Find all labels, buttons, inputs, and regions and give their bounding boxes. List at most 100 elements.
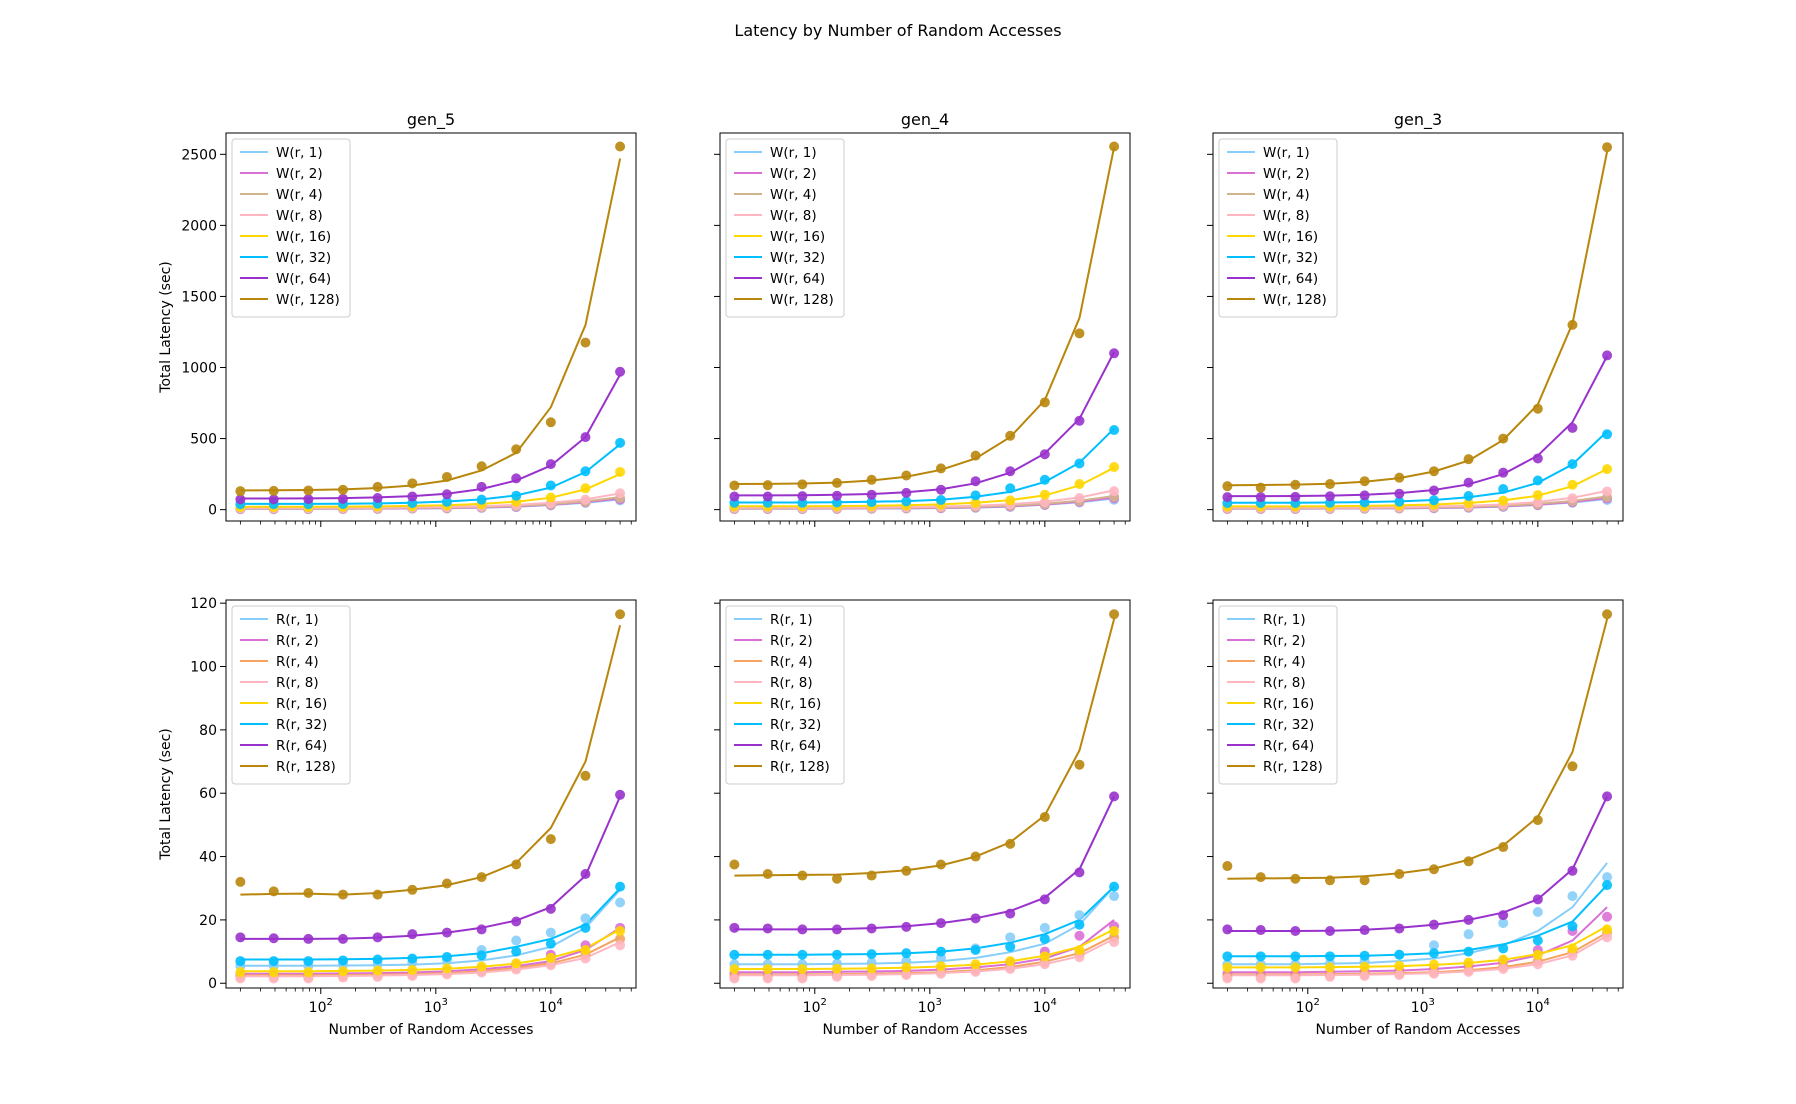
- data-point: [970, 959, 981, 970]
- data-point: [545, 459, 556, 470]
- data-point: [1290, 873, 1301, 884]
- data-point: [1039, 449, 1050, 460]
- legend-label: R(r, 2): [770, 633, 813, 649]
- data-point: [1394, 949, 1405, 960]
- plot-area: [235, 609, 626, 984]
- series-line: [240, 889, 621, 967]
- data-point: [1109, 141, 1120, 152]
- plot-area: [235, 141, 626, 515]
- data-point: [1498, 963, 1509, 974]
- data-point: [1532, 949, 1543, 960]
- data-point: [268, 494, 279, 505]
- data-point: [1428, 495, 1439, 506]
- data-point: [1532, 475, 1543, 486]
- data-point: [970, 498, 981, 509]
- data-point: [1602, 142, 1613, 153]
- data-point: [1567, 891, 1578, 902]
- legend-label: R(r, 128): [770, 759, 830, 775]
- data-point: [1602, 932, 1613, 943]
- legend: R(r, 1) R(r, 2) R(r, 4) R(r, 8) R(r, 16) R(r,…: [1218, 605, 1338, 785]
- legend-box: [725, 605, 845, 785]
- legend-label: W(r, 128): [276, 292, 340, 308]
- data-point: [831, 924, 842, 935]
- legend-label: R(r, 64): [770, 738, 821, 754]
- series-line: [240, 443, 621, 505]
- data-point: [615, 488, 626, 499]
- axes-frame: [719, 132, 1131, 522]
- y-axis-label: Total Latency (sec): [158, 261, 174, 393]
- data-point: [545, 903, 556, 914]
- data-point: [1602, 429, 1613, 440]
- series-line: [1227, 906, 1608, 974]
- data-point: [1498, 943, 1509, 954]
- data-point: [901, 921, 912, 932]
- legend: W(r, 1) W(r, 2) W(r, 4) W(r, 8) W(r, 16) W(r,…: [231, 138, 351, 318]
- data-point: [1359, 925, 1370, 936]
- data-point: [729, 491, 740, 502]
- data-point: [935, 463, 946, 474]
- series-line: [1227, 489, 1608, 509]
- panel-4: 102 103 104 0 20 40 60 80 100 120 Number of Random…: [158, 596, 637, 1038]
- axes-frame: [225, 132, 637, 522]
- data-point: [1463, 454, 1474, 465]
- data-point: [901, 948, 912, 959]
- data-point: [1074, 415, 1085, 426]
- data-point: [1324, 951, 1335, 962]
- data-point: [1532, 906, 1543, 917]
- data-point: [337, 955, 348, 966]
- data-point: [545, 938, 556, 949]
- x-tick-label: 103: [918, 997, 942, 1016]
- legend-label: R(r, 1): [770, 612, 813, 628]
- data-point: [1074, 492, 1085, 503]
- data-point: [1567, 950, 1578, 961]
- data-point: [797, 973, 808, 984]
- data-point: [1222, 962, 1233, 973]
- data-point: [1567, 865, 1578, 876]
- data-point: [970, 966, 981, 977]
- legend-label: W(r, 64): [1263, 271, 1318, 287]
- legend-label: R(r, 2): [1263, 633, 1306, 649]
- panel-title: gen_4: [901, 110, 949, 130]
- data-point: [476, 461, 487, 472]
- panel-2: gen_4 W(r, 1) W(r, 2) W(r, 4) W(r, 8) W(r, 16…: [714, 110, 1131, 527]
- data-point: [1428, 948, 1439, 959]
- data-point: [268, 933, 279, 944]
- data-point: [729, 963, 740, 974]
- data-point: [1290, 479, 1301, 490]
- data-point: [476, 950, 487, 961]
- data-point: [1005, 430, 1016, 441]
- legend-label: R(r, 64): [276, 738, 327, 754]
- data-point: [1567, 479, 1578, 490]
- series-line: [240, 941, 621, 978]
- data-point: [797, 870, 808, 881]
- data-point: [235, 494, 246, 505]
- y-tick-label: 1000: [181, 361, 217, 377]
- data-point: [1602, 911, 1613, 922]
- x-tick-label: 103: [1411, 997, 1435, 1016]
- series-line: [1227, 468, 1608, 508]
- data-point: [303, 967, 314, 978]
- legend-label: W(r, 64): [276, 271, 331, 287]
- data-point: [797, 949, 808, 960]
- legend: W(r, 1) W(r, 2) W(r, 4) W(r, 8) W(r, 16) W(r,…: [1218, 138, 1338, 318]
- data-point: [1532, 453, 1543, 464]
- data-point: [1005, 908, 1016, 919]
- data-point: [1074, 910, 1085, 921]
- legend-label: R(r, 32): [770, 717, 821, 733]
- data-point: [1324, 925, 1335, 936]
- data-point: [797, 963, 808, 974]
- data-point: [1039, 959, 1050, 970]
- data-point: [407, 953, 418, 964]
- data-point: [545, 417, 556, 428]
- data-point: [1567, 459, 1578, 470]
- data-point: [831, 949, 842, 960]
- series-line: [734, 427, 1115, 504]
- data-point: [1498, 842, 1509, 853]
- y-tick-label: 1500: [181, 289, 217, 305]
- plot-area: [1222, 609, 1613, 984]
- legend-box: [725, 138, 845, 318]
- data-point: [615, 609, 626, 620]
- data-point: [1428, 466, 1439, 477]
- y-tick-label: 0: [208, 503, 217, 519]
- data-point: [1222, 951, 1233, 962]
